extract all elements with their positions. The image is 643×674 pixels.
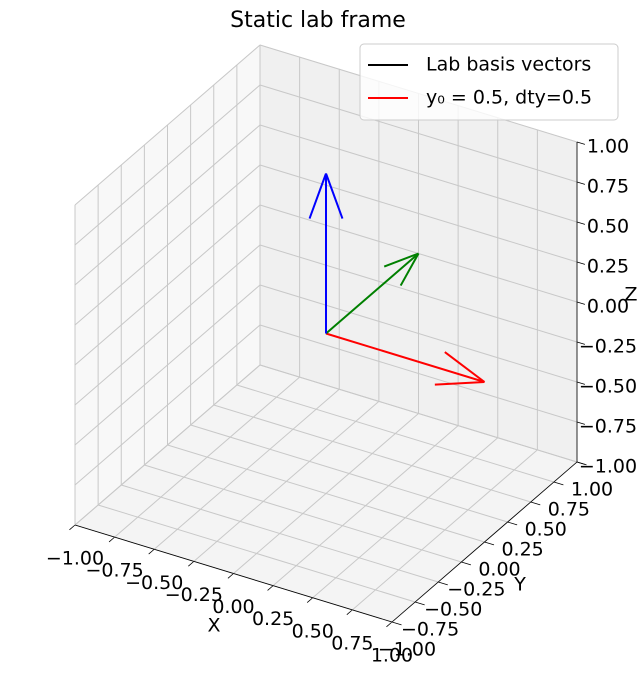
x-tick-label: −0.25 bbox=[165, 584, 223, 606]
arrow-head bbox=[434, 381, 485, 386]
grid-line bbox=[74, 244, 261, 406]
grid-line bbox=[74, 324, 261, 486]
grid-line bbox=[74, 204, 261, 366]
arrow bbox=[325, 332, 486, 386]
legend: Lab basis vectors y₀ = 0.5, dty=0.5 bbox=[359, 43, 619, 121]
tick-mark bbox=[438, 581, 448, 586]
arrow-head bbox=[308, 173, 327, 219]
tick-mark bbox=[306, 597, 314, 603]
y-tick-label: −1.00 bbox=[378, 639, 436, 661]
grid-line bbox=[121, 484, 439, 583]
arrow-head bbox=[444, 351, 486, 383]
z-tick-label: 0.75 bbox=[587, 176, 629, 198]
y-tick-label: −0.50 bbox=[424, 599, 482, 621]
chart-title: Static lab frame bbox=[230, 8, 406, 33]
grid-line bbox=[74, 164, 261, 326]
y-tick-label: 1.00 bbox=[571, 479, 613, 501]
legend-box bbox=[359, 43, 619, 121]
x-axis-line bbox=[74, 524, 393, 623]
grid-line bbox=[74, 124, 261, 286]
grid-line bbox=[190, 424, 508, 523]
tick-mark bbox=[576, 261, 586, 265]
z-tick-label: 0.50 bbox=[587, 216, 629, 238]
arrow bbox=[308, 173, 344, 334]
z-tick-label: 1.00 bbox=[587, 136, 629, 158]
grid-line bbox=[259, 84, 578, 183]
tick-mark bbox=[415, 601, 425, 606]
grid-line bbox=[213, 404, 531, 503]
z-axis-label: Z bbox=[624, 284, 637, 306]
y-axis-label: Y bbox=[513, 574, 526, 596]
y-tick-label: −0.25 bbox=[447, 579, 505, 601]
y-axis-line bbox=[391, 461, 578, 623]
arrow-head bbox=[383, 252, 419, 268]
x-tick-label: 0.25 bbox=[252, 608, 294, 630]
grid-line bbox=[259, 284, 578, 383]
grid-line bbox=[259, 244, 578, 343]
x-tick-label: 0.75 bbox=[331, 632, 373, 654]
grid-line bbox=[259, 364, 578, 463]
grid-line bbox=[259, 124, 578, 223]
x-tick-label: 0.00 bbox=[212, 596, 254, 618]
tick-mark bbox=[576, 381, 586, 385]
x-tick-label: 1.00 bbox=[371, 645, 413, 667]
grid-line bbox=[259, 164, 578, 263]
tick-mark bbox=[461, 561, 472, 566]
tick-mark bbox=[484, 541, 495, 546]
x-tick-label: −0.75 bbox=[86, 560, 144, 582]
tick-mark bbox=[188, 561, 195, 567]
x-axis-label: X bbox=[207, 615, 220, 637]
tick-mark bbox=[346, 609, 353, 615]
tick-mark bbox=[227, 573, 234, 579]
y-tick-label: 0.00 bbox=[478, 559, 520, 581]
y-tick-label: −0.75 bbox=[401, 619, 459, 641]
x-tick-label: −1.00 bbox=[46, 548, 104, 570]
tick-mark bbox=[69, 524, 76, 531]
tick-mark bbox=[576, 221, 586, 225]
grid-line bbox=[74, 284, 261, 446]
arrow-shaft bbox=[325, 332, 485, 383]
tick-mark bbox=[576, 341, 586, 345]
grid-line bbox=[74, 84, 261, 246]
z-tick-label: 0.25 bbox=[587, 256, 629, 278]
z-tick-label: −0.50 bbox=[579, 376, 637, 398]
tick-mark bbox=[576, 461, 586, 465]
z-tick-label: −0.75 bbox=[579, 416, 637, 438]
x-tick-label: −0.50 bbox=[125, 572, 183, 594]
grid-line bbox=[144, 464, 462, 563]
y-tick-label: 0.50 bbox=[525, 519, 567, 541]
y-tick-label: 0.75 bbox=[548, 499, 590, 521]
arrow-head bbox=[399, 253, 420, 287]
tick-mark bbox=[530, 501, 541, 506]
tick-mark bbox=[553, 481, 564, 486]
tick-mark bbox=[576, 421, 586, 425]
z-tick-label: −1.00 bbox=[579, 456, 637, 478]
tick-mark bbox=[576, 181, 586, 185]
tick-mark bbox=[108, 536, 115, 543]
tick-mark bbox=[386, 621, 393, 628]
z-tick-label: −0.25 bbox=[579, 336, 637, 358]
tick-mark bbox=[148, 548, 155, 555]
grid-line bbox=[259, 324, 578, 423]
legend-label: Lab basis vectors bbox=[426, 54, 591, 76]
arrow bbox=[325, 252, 420, 335]
grid-line bbox=[74, 44, 261, 206]
grid-line bbox=[97, 504, 416, 603]
tick-mark bbox=[576, 141, 586, 145]
arrow-head bbox=[325, 173, 344, 219]
grid-line bbox=[167, 444, 485, 543]
tick-mark bbox=[267, 585, 274, 591]
arrow-shaft bbox=[325, 252, 420, 335]
y-tick-label: 0.25 bbox=[501, 539, 543, 561]
grid-line bbox=[236, 384, 555, 483]
x-tick-label: 0.50 bbox=[292, 620, 334, 642]
legend-label: y₀ = 0.5, dty=0.5 bbox=[426, 87, 592, 109]
tick-mark bbox=[391, 621, 402, 626]
z-tick-label: 0.00 bbox=[587, 296, 629, 318]
tick-mark bbox=[576, 301, 586, 305]
grid-line bbox=[74, 364, 261, 526]
tick-mark bbox=[507, 521, 518, 526]
